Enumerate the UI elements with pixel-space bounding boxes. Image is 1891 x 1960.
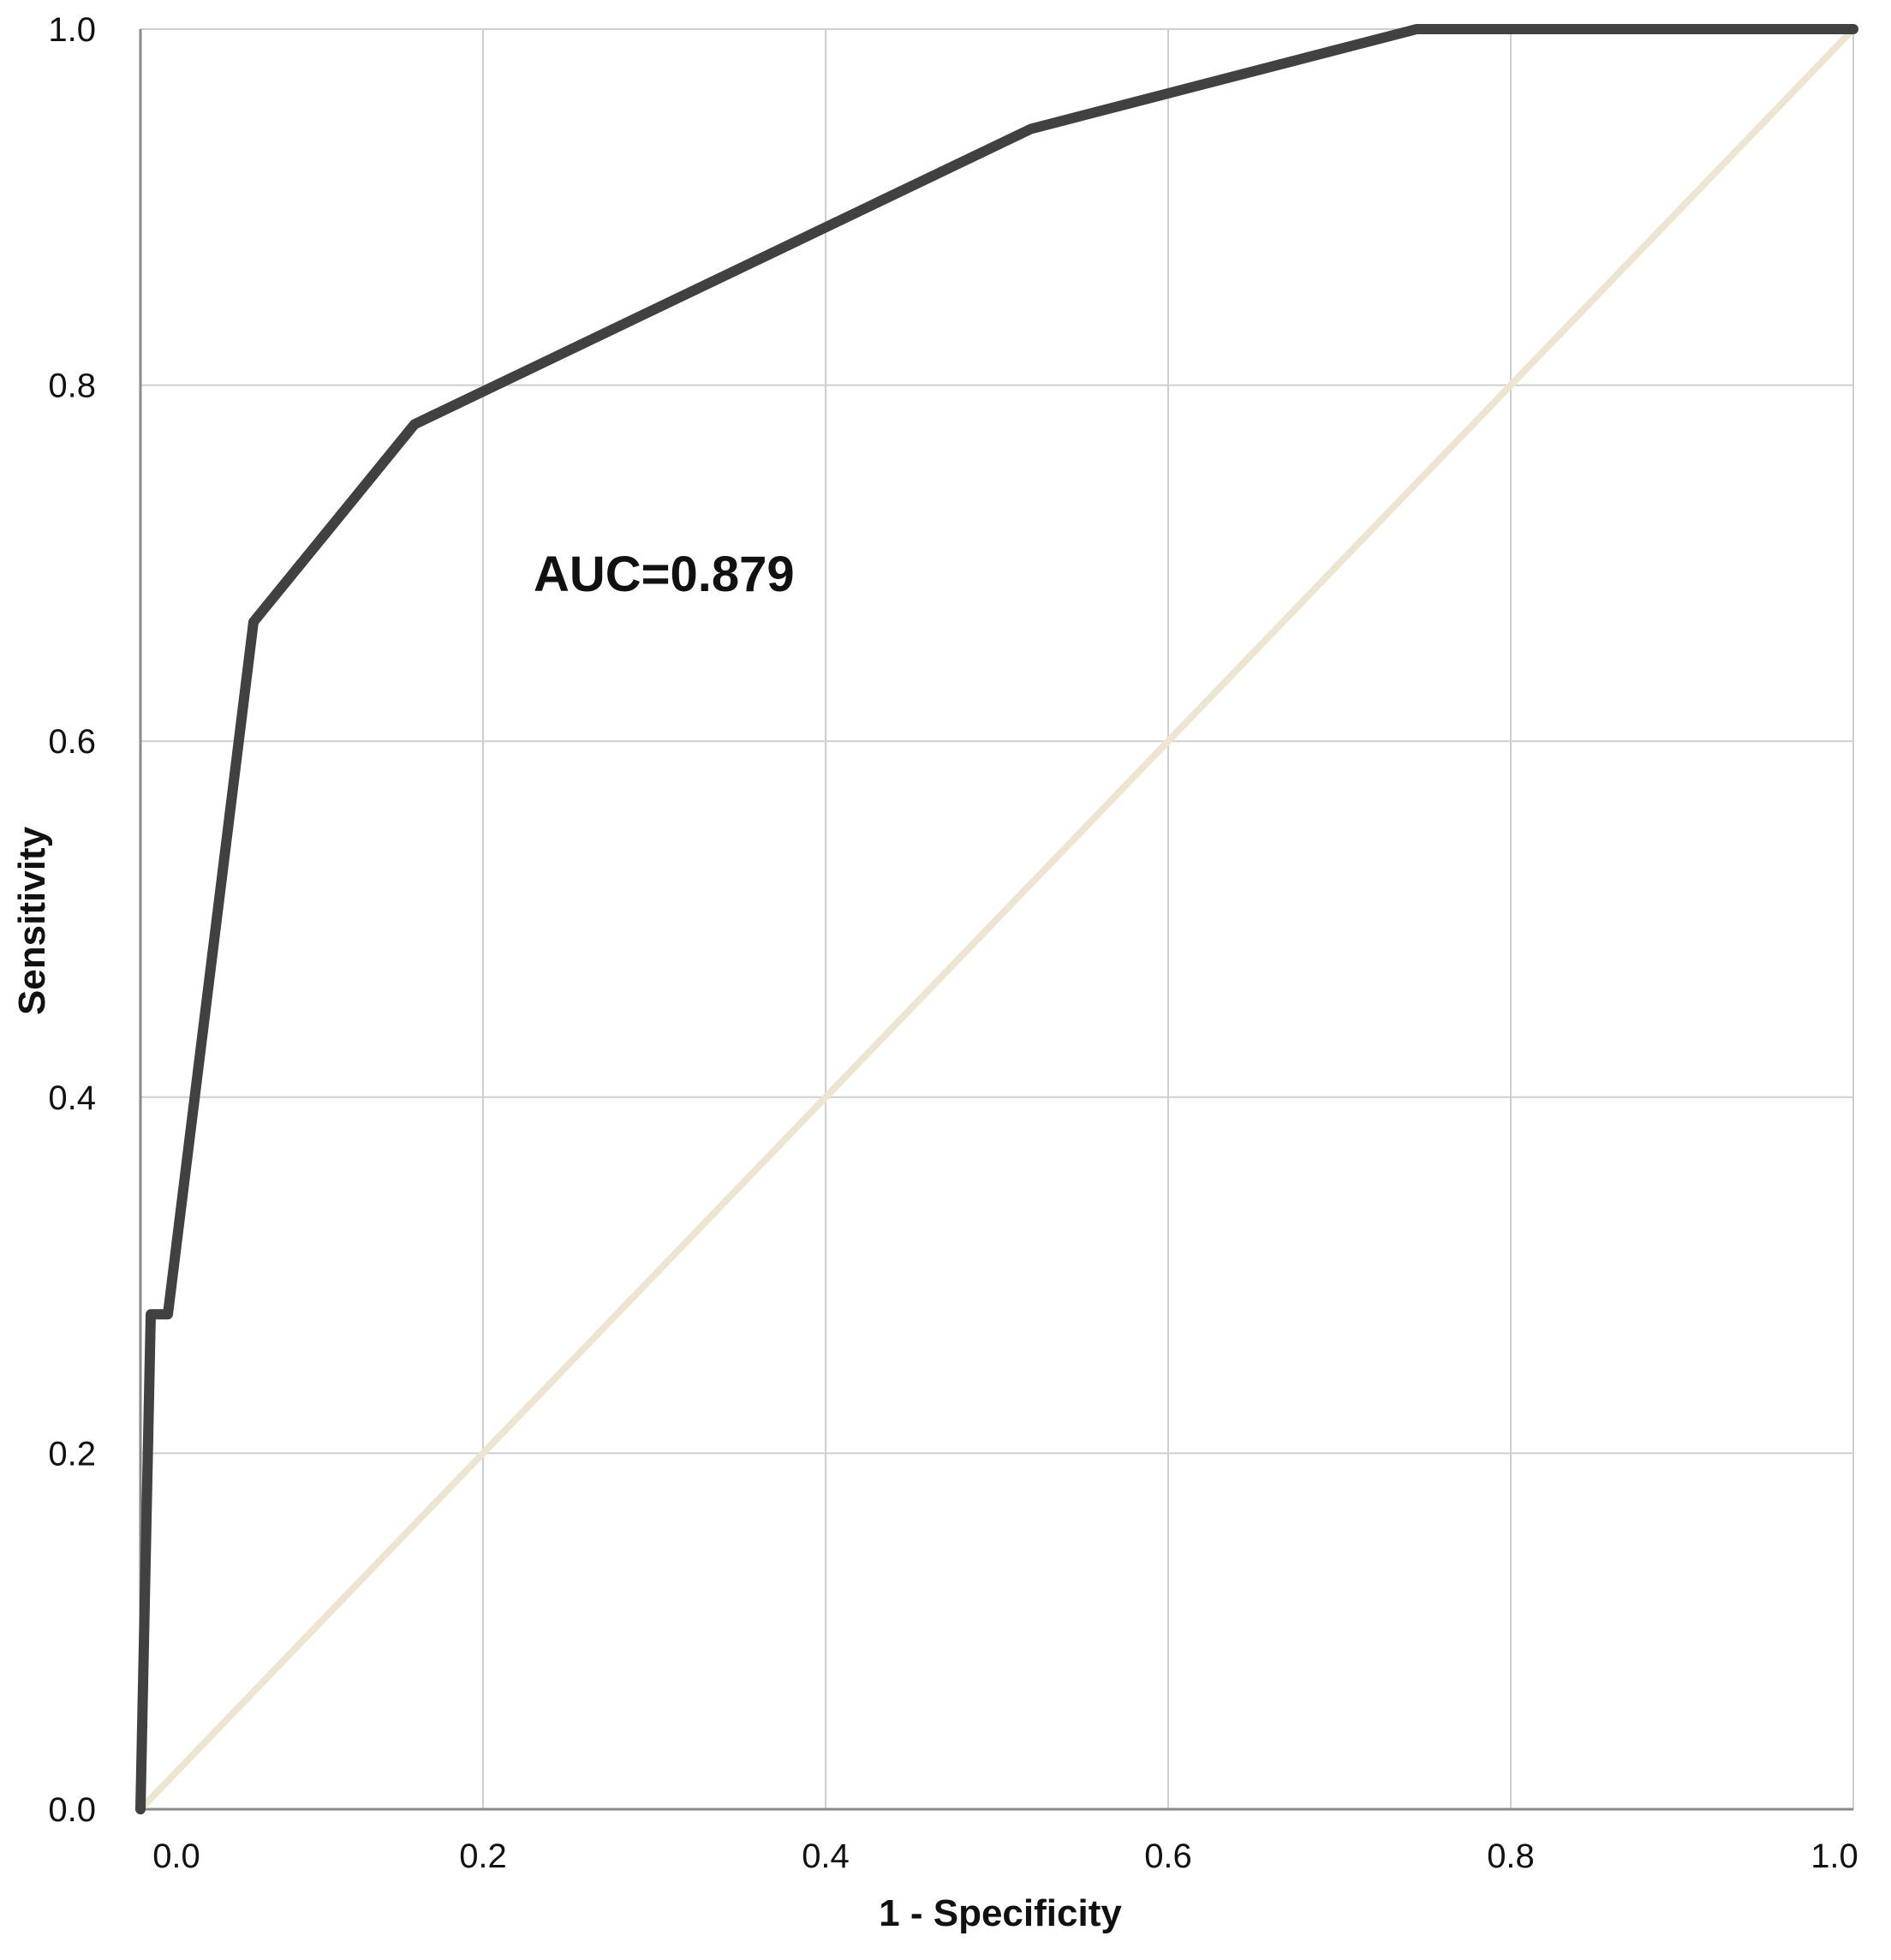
reference-diagonal-line <box>137 26 1857 1813</box>
y-tick-label: 0.2 <box>48 1435 96 1473</box>
y-tick-label: 0.4 <box>48 1079 96 1117</box>
y-tick-label: 1.0 <box>48 11 96 49</box>
x-tick-label: 0.8 <box>1487 1838 1535 1875</box>
series-layer <box>135 24 1858 1814</box>
x-axis-title: 1 - Specificity <box>879 1892 1122 1934</box>
tick-labels: 0.0 0.2 0.4 0.6 0.8 1.0 0.0 0.2 0.4 0.6 0.8 1.0 <box>48 11 1858 1875</box>
x-tick-label: 0.6 <box>1144 1838 1192 1875</box>
auc-annotation: AUC=0.879 <box>534 547 795 602</box>
x-tick-label: 0.4 <box>802 1838 850 1875</box>
roc-curve-line <box>135 24 1858 1814</box>
grid <box>140 28 1854 1810</box>
y-tick-label: 0.8 <box>48 368 96 405</box>
y-axis-title: Sensitivity <box>11 826 53 1015</box>
y-tick-label: 0.6 <box>48 723 96 761</box>
x-tick-label: 0.2 <box>459 1838 507 1875</box>
axes <box>139 29 1853 1811</box>
x-tick-label: 0.0 <box>152 1838 200 1875</box>
y-tick-label: 0.0 <box>48 1791 96 1829</box>
x-tick-label: 1.0 <box>1810 1838 1858 1875</box>
